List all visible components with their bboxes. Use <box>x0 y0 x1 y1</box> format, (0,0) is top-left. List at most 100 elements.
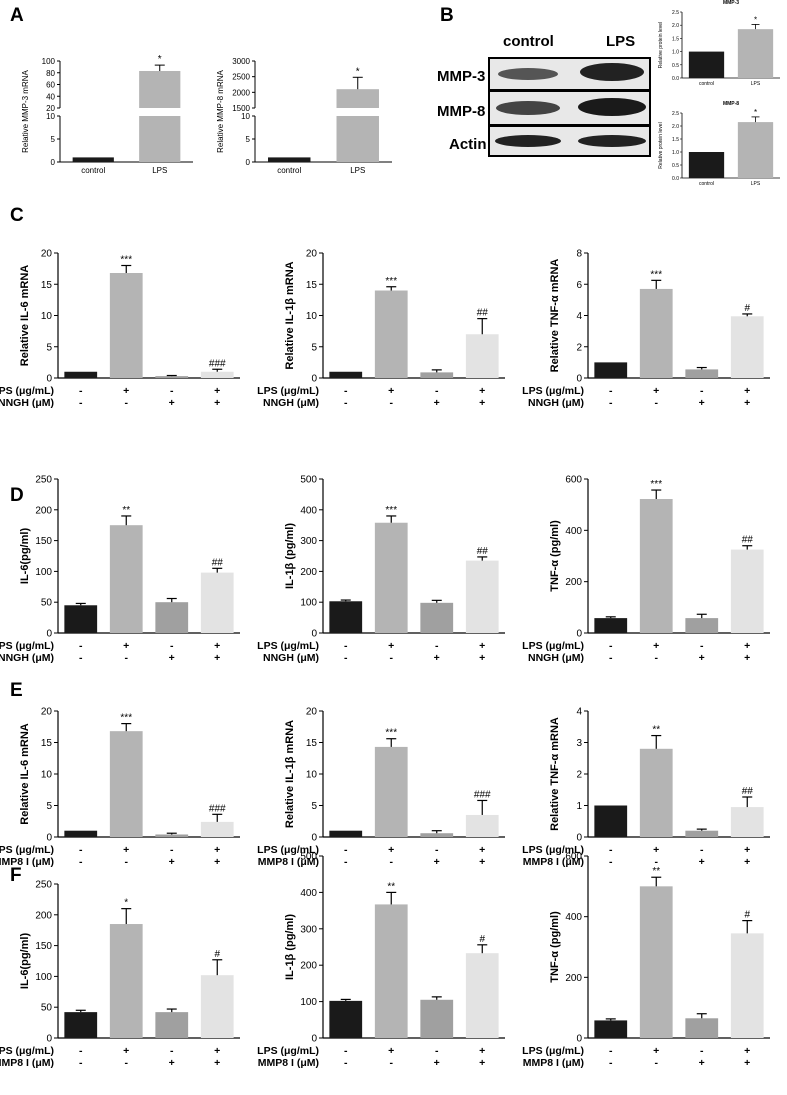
bar <box>594 805 628 837</box>
western-blot: control LPS MMP-3 MMP-8 Actin <box>437 33 651 157</box>
chart-d3: 0 200 400 600 TNF-α (pg/ml) *** ## LPS (μg/mL)N… <box>522 475 770 664</box>
bar <box>685 618 719 633</box>
bar <box>420 999 454 1038</box>
condition-row-label: NNGH (μM) <box>0 652 54 664</box>
chart-b2: MMP-8 0.0 0.5 1.0 1.5 2.0 2.5 Relative protein … <box>658 101 780 187</box>
blot-band-actin-lps <box>578 135 646 147</box>
condition-mark: - <box>344 652 348 664</box>
y-tick-label: 5 <box>51 135 56 144</box>
bar <box>109 731 143 837</box>
condition-mark: + <box>169 856 175 868</box>
bar <box>109 273 143 378</box>
condition-mark: + <box>214 385 220 397</box>
condition-row-label: LPS (μg/mL) <box>257 844 319 856</box>
condition-row-label: LPS (μg/mL) <box>257 640 319 652</box>
y-tick-label: 0 <box>46 1034 52 1045</box>
bar <box>737 122 774 178</box>
y-tick-label: 15 <box>41 738 53 749</box>
condition-mark: - <box>79 385 83 397</box>
y-tick-label: 200 <box>300 567 317 578</box>
y-tick-label: 200 <box>300 961 317 972</box>
chart-c1: 0 5 10 15 20 Relative IL-6 mRNA *** ### LPS (μg/… <box>0 249 240 409</box>
significance-mark: * <box>754 15 757 24</box>
panel-letter-b: B <box>440 5 454 26</box>
bar <box>109 525 143 633</box>
bar <box>730 933 764 1038</box>
condition-mark: - <box>609 397 613 409</box>
bar <box>688 152 725 178</box>
y-tick-label: 0 <box>576 374 582 385</box>
y-tick-label: 200 <box>35 505 52 516</box>
bar <box>155 602 189 633</box>
y-tick-label: 20 <box>41 249 53 260</box>
y-tick-label: 4 <box>576 707 582 718</box>
significance-mark: ### <box>474 789 491 800</box>
condition-row-label: LPS (μg/mL) <box>0 1045 54 1057</box>
bar-upper-segment <box>336 89 379 108</box>
y-tick-label: 80 <box>46 69 55 78</box>
y-tick-label: 10 <box>241 112 250 121</box>
y-tick-label: 100 <box>300 598 317 609</box>
panel-letter-f: F <box>10 865 22 886</box>
condition-row-label: NNGH (μM) <box>528 652 584 664</box>
condition-mark: + <box>744 844 750 856</box>
bar <box>465 334 499 378</box>
chart-e2: 0 5 10 15 20 Relative IL-1β mRNA *** ### LPS (μg… <box>257 707 505 868</box>
condition-mark: - <box>125 397 129 409</box>
bar <box>72 157 114 162</box>
bar <box>329 1000 363 1038</box>
condition-mark: + <box>744 385 750 397</box>
bar <box>374 522 408 633</box>
y-tick-label: 5 <box>246 135 251 144</box>
condition-mark: + <box>434 397 440 409</box>
y-tick-label: 0 <box>311 629 317 640</box>
blot-band-label-mmp8: MMP-8 <box>437 103 485 120</box>
y-tick-label: 0 <box>51 158 56 167</box>
y-tick-label: 50 <box>41 598 53 609</box>
condition-mark: - <box>609 1045 613 1057</box>
y-tick-label: 2.0 <box>672 124 679 130</box>
condition-row-label: NNGH (μM) <box>263 397 319 409</box>
condition-row-label: LPS (μg/mL) <box>257 1045 319 1057</box>
y-axis-label: IL-6(pg/ml) <box>19 528 31 585</box>
condition-mark: + <box>214 1045 220 1057</box>
chart-c3: 0 2 4 6 8 Relative TNF-α mRNA *** # LPS (μg/mL)N… <box>522 249 770 409</box>
x-tick-label: LPS <box>751 181 761 187</box>
y-tick-label: 1.5 <box>672 137 679 143</box>
significance-mark: *** <box>385 728 397 739</box>
y-axis-label: Relative MMP-3 mRNA <box>21 70 30 153</box>
condition-mark: + <box>744 652 750 664</box>
condition-mark: + <box>434 652 440 664</box>
y-tick-label: 2500 <box>232 73 250 82</box>
condition-mark: + <box>744 397 750 409</box>
condition-mark: + <box>388 844 394 856</box>
x-tick-label: control <box>699 181 714 187</box>
condition-mark: - <box>125 1057 129 1069</box>
condition-mark: - <box>435 844 439 856</box>
condition-row-label: NNGH (μM) <box>0 397 54 409</box>
condition-mark: - <box>170 1045 174 1057</box>
condition-mark: - <box>79 1057 83 1069</box>
y-tick-label: 50 <box>41 1003 53 1014</box>
condition-mark: + <box>214 652 220 664</box>
y-tick-label: 100 <box>35 972 52 983</box>
blot-band-actin-control <box>495 135 561 147</box>
y-tick-label: 2000 <box>232 88 250 97</box>
blot-band-label-actin: Actin <box>449 136 487 153</box>
condition-mark: - <box>170 844 174 856</box>
y-tick-label: 0 <box>46 833 52 844</box>
condition-row-label: LPS (μg/mL) <box>522 1045 584 1057</box>
chart-e3: 0 1 2 3 4 Relative TNF-α mRNA ** ## LPS (μg/mL)M… <box>522 707 770 868</box>
condition-mark: - <box>609 640 613 652</box>
bar <box>737 29 774 78</box>
y-axis-label: IL-6(pg/ml) <box>19 933 31 990</box>
condition-mark: - <box>609 652 613 664</box>
y-tick-label: 0 <box>576 1034 582 1045</box>
y-tick-label: 15 <box>306 280 318 291</box>
chart-title: MMP-8 <box>723 101 739 107</box>
significance-mark: ** <box>652 866 660 877</box>
y-tick-label: 1500 <box>232 104 250 113</box>
significance-mark: *** <box>120 713 132 724</box>
condition-mark: - <box>344 1045 348 1057</box>
